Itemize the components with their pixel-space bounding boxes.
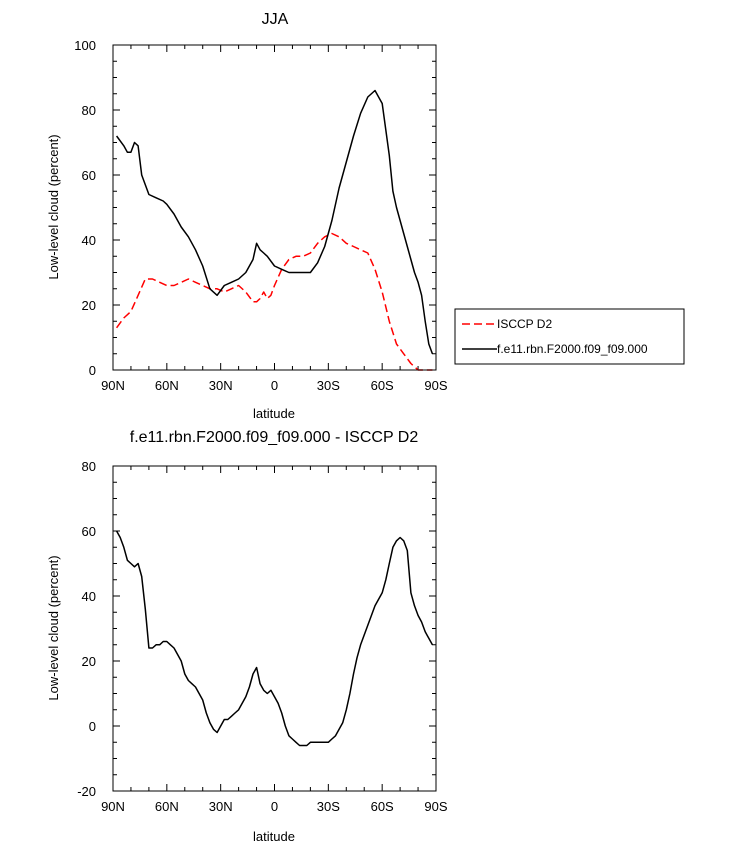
bottom-x-tick-label: 0 (271, 799, 278, 814)
bottom-y-tick-label: 20 (82, 654, 96, 669)
top-x-tick-label: 30N (209, 378, 233, 393)
top-ticks: 90N 60N 30N 0 30S 60S 90S 0 20 40 60 80 100 (74, 38, 448, 393)
bottom-panel: f.e11.rbn.F2000.f09_f09.000 - ISCCP D2 9… (46, 429, 448, 844)
bottom-x-axis-label: latitude (253, 829, 295, 844)
bottom-title: f.e11.rbn.F2000.f09_f09.000 - ISCCP D2 (130, 429, 419, 446)
top-series-line-1 (115, 89, 434, 355)
top-x-tick-label: 0 (271, 378, 278, 393)
bottom-x-tick-label: 90N (101, 799, 125, 814)
top-y-tick-label: 100 (74, 38, 96, 53)
bottom-x-tick-label: 60S (371, 799, 394, 814)
top-x-tick-label: 90N (101, 378, 125, 393)
top-y-tick-label: 60 (82, 168, 96, 183)
top-y-tick-label: 80 (82, 103, 96, 118)
bottom-y-tick-label: -20 (77, 784, 96, 799)
top-x-tick-label: 60S (371, 378, 394, 393)
top-y-tick-label: 20 (82, 298, 96, 313)
top-plot-frame (112, 44, 437, 371)
top-plot-area (115, 89, 434, 371)
legend-label-model: f.e11.rbn.F2000.f09_f09.000 (497, 342, 648, 356)
bottom-y-axis-label: Low-level cloud (percent) (46, 555, 61, 700)
bottom-series-line-0 (115, 530, 434, 747)
top-y-tick-label: 0 (89, 363, 96, 378)
bottom-y-tick-label: 80 (82, 459, 96, 474)
bottom-plot-frame (112, 465, 437, 792)
top-series-line-0 (115, 232, 433, 371)
bottom-y-tick-label: 0 (89, 719, 96, 734)
top-title: JJA (262, 11, 289, 28)
legend-label-isccp: ISCCP D2 (497, 317, 552, 331)
top-panel: JJA 90N 60N 30N 0 30S 60S 90S 0 20 40 60 80 100 lati… (46, 11, 448, 421)
legend: ISCCP D2 f.e11.rbn.F2000.f09_f09.000 (454, 308, 685, 365)
top-x-tick-label: 90S (424, 378, 447, 393)
legend-box (454, 308, 685, 365)
top-x-tick-label: 60N (155, 378, 179, 393)
bottom-x-tick-label: 90S (424, 799, 447, 814)
bottom-x-tick-label: 30N (209, 799, 233, 814)
bottom-plot-area (115, 530, 434, 747)
bottom-ticks: 90N 60N 30N 0 30S 60S 90S -20 0 20 40 60 80 (77, 459, 448, 814)
top-x-tick-label: 30S (317, 378, 340, 393)
bottom-y-tick-label: 60 (82, 524, 96, 539)
top-y-axis-label: Low-level cloud (percent) (46, 134, 61, 279)
top-x-axis-label: latitude (253, 406, 295, 421)
top-y-tick-label: 40 (82, 233, 96, 248)
bottom-x-tick-label: 60N (155, 799, 179, 814)
bottom-x-tick-label: 30S (317, 799, 340, 814)
bottom-y-tick-label: 40 (82, 589, 96, 604)
